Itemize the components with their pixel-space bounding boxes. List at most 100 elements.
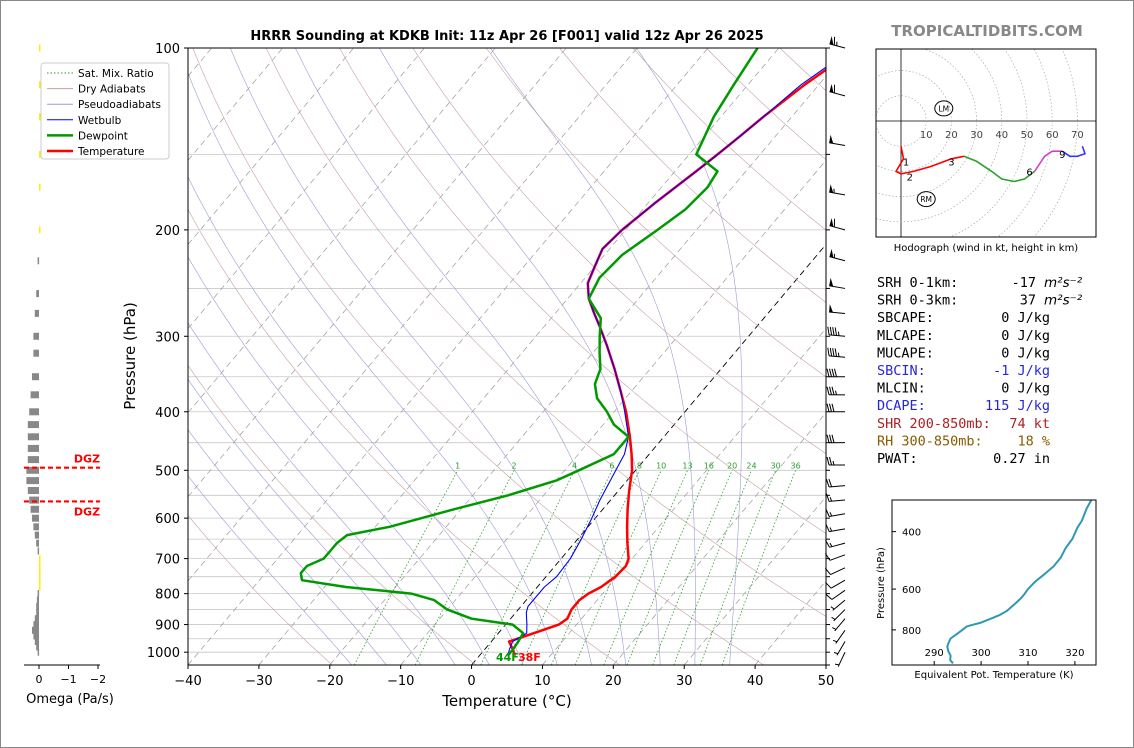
legend-label: Wetbulb bbox=[78, 115, 122, 127]
hodo-ring-label: 70 bbox=[1071, 130, 1084, 141]
wind-barb bbox=[829, 36, 846, 49]
wind-barb bbox=[829, 184, 846, 196]
index-value: 37 bbox=[1020, 293, 1036, 309]
pseudoadiabat bbox=[188, 256, 490, 665]
x-tick-label: 30 bbox=[676, 674, 693, 689]
wind-barb bbox=[825, 589, 846, 600]
y-tick-label: 400 bbox=[155, 406, 180, 421]
hodo-ring-label: 40 bbox=[995, 130, 1008, 141]
barb-full bbox=[824, 567, 831, 575]
omega-bar bbox=[27, 433, 39, 441]
omega-bar bbox=[36, 290, 39, 298]
barb-full bbox=[834, 327, 837, 336]
omega-bar bbox=[29, 496, 39, 504]
barb-staff bbox=[834, 618, 846, 632]
barb-full bbox=[831, 403, 835, 412]
pseudoadiabat bbox=[230, 48, 592, 665]
wind-barb bbox=[832, 630, 846, 644]
omega-bar bbox=[39, 562, 41, 570]
wind-barb bbox=[829, 218, 846, 231]
isotherm-line bbox=[188, 48, 354, 245]
y-tick-label: 500 bbox=[155, 464, 180, 479]
index-value: -17 bbox=[1012, 275, 1036, 291]
wind-barb bbox=[826, 456, 846, 466]
pseudoadiabat bbox=[188, 429, 387, 665]
storm-motion-label: LM bbox=[938, 104, 949, 113]
pseudoadiabat bbox=[490, 48, 696, 665]
barb-full bbox=[829, 456, 832, 466]
mixing-ratio-label: 16 bbox=[704, 461, 714, 470]
theta-e-y-tick-label: 400 bbox=[902, 528, 921, 539]
omega-bar bbox=[39, 576, 41, 584]
barb-staff bbox=[829, 554, 846, 561]
sounding-indices: SRH 0-1km: -17 m²s⁻² SRH 0-3km: 37 m²s⁻² SBCAP… bbox=[877, 275, 1083, 467]
wind-barb bbox=[825, 478, 846, 488]
isotherm-line bbox=[542, 328, 826, 665]
series-dewpoint bbox=[299, 48, 759, 657]
omega-bar bbox=[39, 183, 41, 191]
index-value: 0 J/kg bbox=[1001, 381, 1050, 397]
mixing-ratio-label: 10 bbox=[656, 461, 666, 470]
barb-full bbox=[825, 508, 830, 517]
wind-barb bbox=[827, 326, 846, 337]
mixing-ratio-label: 30 bbox=[771, 461, 781, 470]
barb-half bbox=[829, 542, 833, 547]
index-unit: m²s⁻² bbox=[1044, 275, 1083, 291]
hodograph-trace: 1 2 3 6 9 LM RM bbox=[895, 100, 1086, 208]
hodo-height-label: 2 bbox=[907, 172, 913, 183]
wind-barb bbox=[826, 386, 846, 396]
mixing-ratio-line bbox=[652, 470, 733, 665]
hodograph-frame bbox=[875, 48, 1097, 238]
omega-bar bbox=[33, 349, 39, 357]
omega-bar bbox=[27, 421, 39, 429]
mixing-ratio-line bbox=[521, 470, 613, 665]
wind-barb bbox=[833, 641, 846, 656]
pseudoadiabat bbox=[295, 48, 627, 665]
barb-flag bbox=[829, 304, 833, 313]
mixing-ratio-label: 13 bbox=[682, 461, 692, 470]
isotherm-line bbox=[258, 48, 780, 665]
wind-barb bbox=[826, 403, 846, 413]
barb-half bbox=[831, 616, 836, 620]
dry-adiabat bbox=[339, 48, 826, 534]
barb-full bbox=[831, 386, 835, 395]
omega-tick-label: −2 bbox=[90, 673, 106, 686]
wind-barb bbox=[826, 434, 846, 444]
y-tick-label: 100 bbox=[155, 42, 180, 57]
omega-panel: Omega (Pa/s) 0 −1 −2 DGZ DGZ bbox=[24, 44, 114, 707]
wind-barb bbox=[825, 508, 846, 517]
isotherm-line bbox=[329, 75, 826, 665]
barb-full bbox=[832, 348, 835, 357]
theta-e-y-tick-label: 800 bbox=[902, 626, 921, 637]
omega-bar bbox=[34, 638, 39, 645]
omega-bar bbox=[39, 113, 41, 121]
theta-e-xlabel: Equivalent Pot. Temperature (K) bbox=[914, 670, 1073, 681]
barb-full bbox=[834, 368, 837, 377]
index-label: SBCAPE: bbox=[877, 310, 934, 326]
mixing-ratio-label: 6 bbox=[609, 461, 614, 470]
dry-adiabat bbox=[485, 48, 826, 378]
barb-full bbox=[825, 479, 830, 488]
wind-barb bbox=[825, 523, 846, 533]
barb-full bbox=[829, 368, 832, 377]
barb-staff bbox=[829, 513, 846, 517]
barb-half bbox=[832, 460, 835, 466]
hodo-ring bbox=[949, 49, 1028, 237]
wind-barb bbox=[826, 368, 846, 378]
barb-flag bbox=[829, 248, 834, 258]
chart-legend: Sat. Mix. Ratio Dry Adiabats Pseudoadiabat… bbox=[40, 62, 170, 160]
barb-full bbox=[825, 523, 830, 532]
wind-barb bbox=[824, 567, 846, 576]
barb-staff bbox=[829, 485, 846, 488]
barb-full bbox=[824, 553, 831, 561]
legend-label: Dewpoint bbox=[78, 130, 128, 142]
isotherm-line bbox=[613, 412, 826, 665]
isotherm-line bbox=[400, 159, 826, 665]
barb-full bbox=[826, 386, 830, 395]
isotherm-line bbox=[188, 48, 567, 498]
omega-bar bbox=[34, 615, 39, 623]
barb-staff bbox=[829, 142, 846, 146]
barb-flag bbox=[829, 84, 834, 93]
hodograph-panel: 10 20 30 40 50 60 70 1 2 3 6 9 LM RM Hodograph (wind… bbox=[875, 48, 1097, 254]
